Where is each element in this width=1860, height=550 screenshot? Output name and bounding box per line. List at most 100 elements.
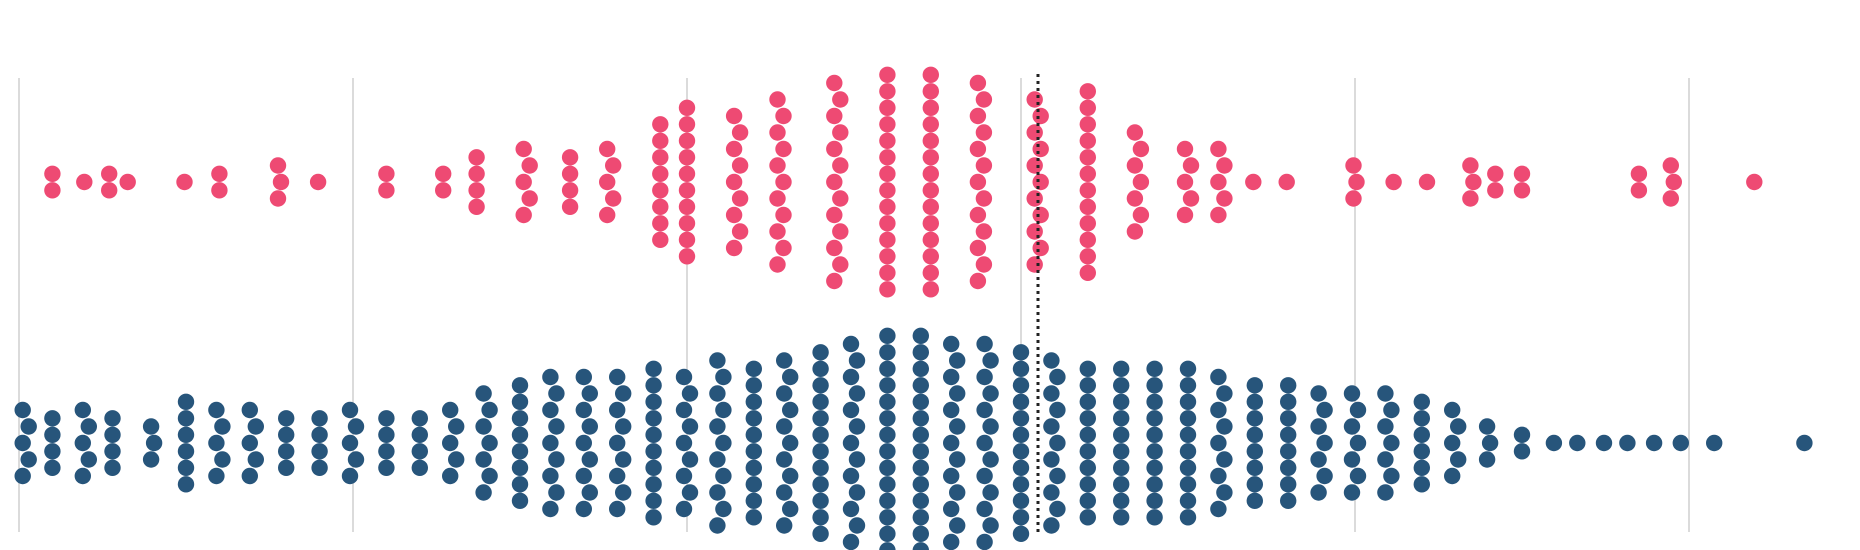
series-b-dot-104 — [609, 500, 626, 518]
series-a-dot-165 — [1216, 190, 1233, 207]
series-b-dot-126 — [709, 385, 726, 402]
series-b-dot-155 — [776, 517, 793, 534]
series-a-dot-39 — [652, 182, 669, 199]
series-b-dot-258 — [1079, 360, 1097, 377]
series-a-dot-175 — [1465, 173, 1482, 191]
series-b-dot-332 — [1343, 418, 1361, 435]
series-a-dot-8 — [211, 182, 228, 199]
series-b-dot-161 — [812, 426, 829, 443]
series-b-dot-290 — [1179, 393, 1197, 410]
series-b-dot-24 — [177, 443, 195, 460]
series-b-dot-72 — [511, 410, 529, 427]
series-b-dot-184 — [879, 377, 896, 394]
series-b-dot-60 — [442, 434, 459, 452]
series-b-dot-354 — [1444, 467, 1461, 485]
series-a-dot-63 — [775, 107, 792, 125]
series-b-dot-107 — [645, 393, 662, 410]
series-b-dot-180 — [842, 533, 860, 550]
series-b-dot-358 — [1513, 426, 1531, 443]
series-b-dot-306 — [1210, 500, 1227, 518]
series-b-dot-255 — [1043, 484, 1060, 501]
series-b-dot-182 — [879, 344, 896, 361]
series-a-dot-134 — [1032, 206, 1049, 224]
series-b-dot-272 — [1113, 426, 1130, 443]
series-b-dot-108 — [645, 410, 662, 427]
series-a-dot-94 — [879, 198, 896, 215]
series-a-dot-91 — [879, 149, 896, 166]
series-a-dot-149 — [1079, 264, 1097, 281]
series-b-dot-169 — [848, 352, 866, 369]
series-b-dot-224 — [976, 368, 993, 386]
series-b-dot-263 — [1079, 443, 1097, 460]
series-b-dot-194 — [879, 542, 896, 550]
series-b-dot-188 — [879, 443, 896, 460]
series-a-dot-101 — [922, 83, 939, 100]
series-b-dot-293 — [1179, 443, 1197, 460]
series-b-dot-151 — [776, 451, 793, 468]
series-b-dot-73 — [511, 426, 529, 443]
series-a-dot-112 — [922, 264, 939, 281]
series-b-dot-193 — [879, 525, 896, 542]
series-b-dot-235 — [1012, 344, 1030, 361]
series-b-dot-303 — [1216, 451, 1233, 468]
series-b-dot-271 — [1113, 410, 1130, 427]
series-b-dot-265 — [1079, 476, 1097, 493]
series-a-dot-18 — [468, 165, 485, 182]
series-a-dot-107 — [922, 182, 939, 199]
series-b-dot-246 — [1012, 525, 1030, 542]
series-b-dot-156 — [812, 344, 829, 361]
series-b-dot-19 — [145, 434, 163, 452]
series-a-dot-17 — [468, 149, 485, 166]
series-b-dot-53 — [378, 459, 395, 476]
series-a-dot-72 — [769, 256, 786, 273]
series-b-dot-97 — [615, 385, 632, 402]
series-b-dot-335 — [1349, 467, 1367, 485]
series-b-dot-288 — [1179, 360, 1197, 377]
series-a-dot-68 — [769, 190, 786, 207]
series-b-dot-63 — [475, 385, 492, 402]
series-b-dot-37 — [278, 410, 295, 427]
series-b-dot-133 — [715, 500, 732, 518]
series-a-dot-169 — [1345, 157, 1362, 174]
series-b-dot-197 — [912, 360, 929, 377]
series-b-dot-95 — [575, 500, 592, 518]
series-b-dot-301 — [1216, 418, 1233, 435]
series-a-dot-97 — [879, 248, 896, 265]
series-b-dot-349 — [1413, 476, 1431, 493]
series-a-dot-124 — [969, 239, 987, 257]
series-b-dot-99 — [615, 418, 632, 435]
series-a-dot-27 — [561, 165, 579, 182]
series-b-dot-363 — [1619, 434, 1636, 452]
series-b-dot-299 — [1216, 385, 1233, 402]
series-b-dot-218 — [949, 484, 966, 501]
series-b-dot-15 — [104, 426, 121, 443]
series-a-dot-38 — [652, 165, 669, 182]
series-a-dot-9 — [269, 157, 287, 174]
series-a-dot-23 — [515, 173, 532, 191]
series-a-dot-160 — [1182, 190, 1200, 207]
series-b-dot-146 — [782, 368, 799, 386]
series-a-dot-172 — [1385, 173, 1402, 191]
series-b-dot-334 — [1343, 451, 1361, 468]
series-b-dot-276 — [1113, 492, 1130, 509]
series-a-dot-142 — [1079, 149, 1097, 166]
series-b-dot-89 — [575, 401, 592, 419]
series-a-dot-116 — [969, 107, 987, 125]
series-b-dot-231 — [982, 484, 999, 501]
series-b-dot-234 — [976, 533, 993, 550]
series-b-dot-226 — [976, 401, 993, 419]
series-a-dot-171 — [1345, 190, 1362, 207]
series-b-dot-339 — [1377, 418, 1394, 435]
series-a-dot-1 — [44, 182, 61, 199]
series-b-dot-314 — [1246, 492, 1264, 509]
series-b-dot-21 — [177, 393, 195, 410]
series-b-dot-249 — [1043, 385, 1060, 402]
series-a-dot-54 — [731, 124, 749, 141]
series-b-dot-149 — [776, 418, 793, 435]
series-b-dot-25 — [177, 459, 195, 476]
series-b-dot-357 — [1478, 451, 1496, 468]
series-b-dot-355 — [1478, 418, 1496, 435]
series-b-dot-166 — [812, 509, 829, 526]
series-b-dot-336 — [1343, 484, 1361, 501]
